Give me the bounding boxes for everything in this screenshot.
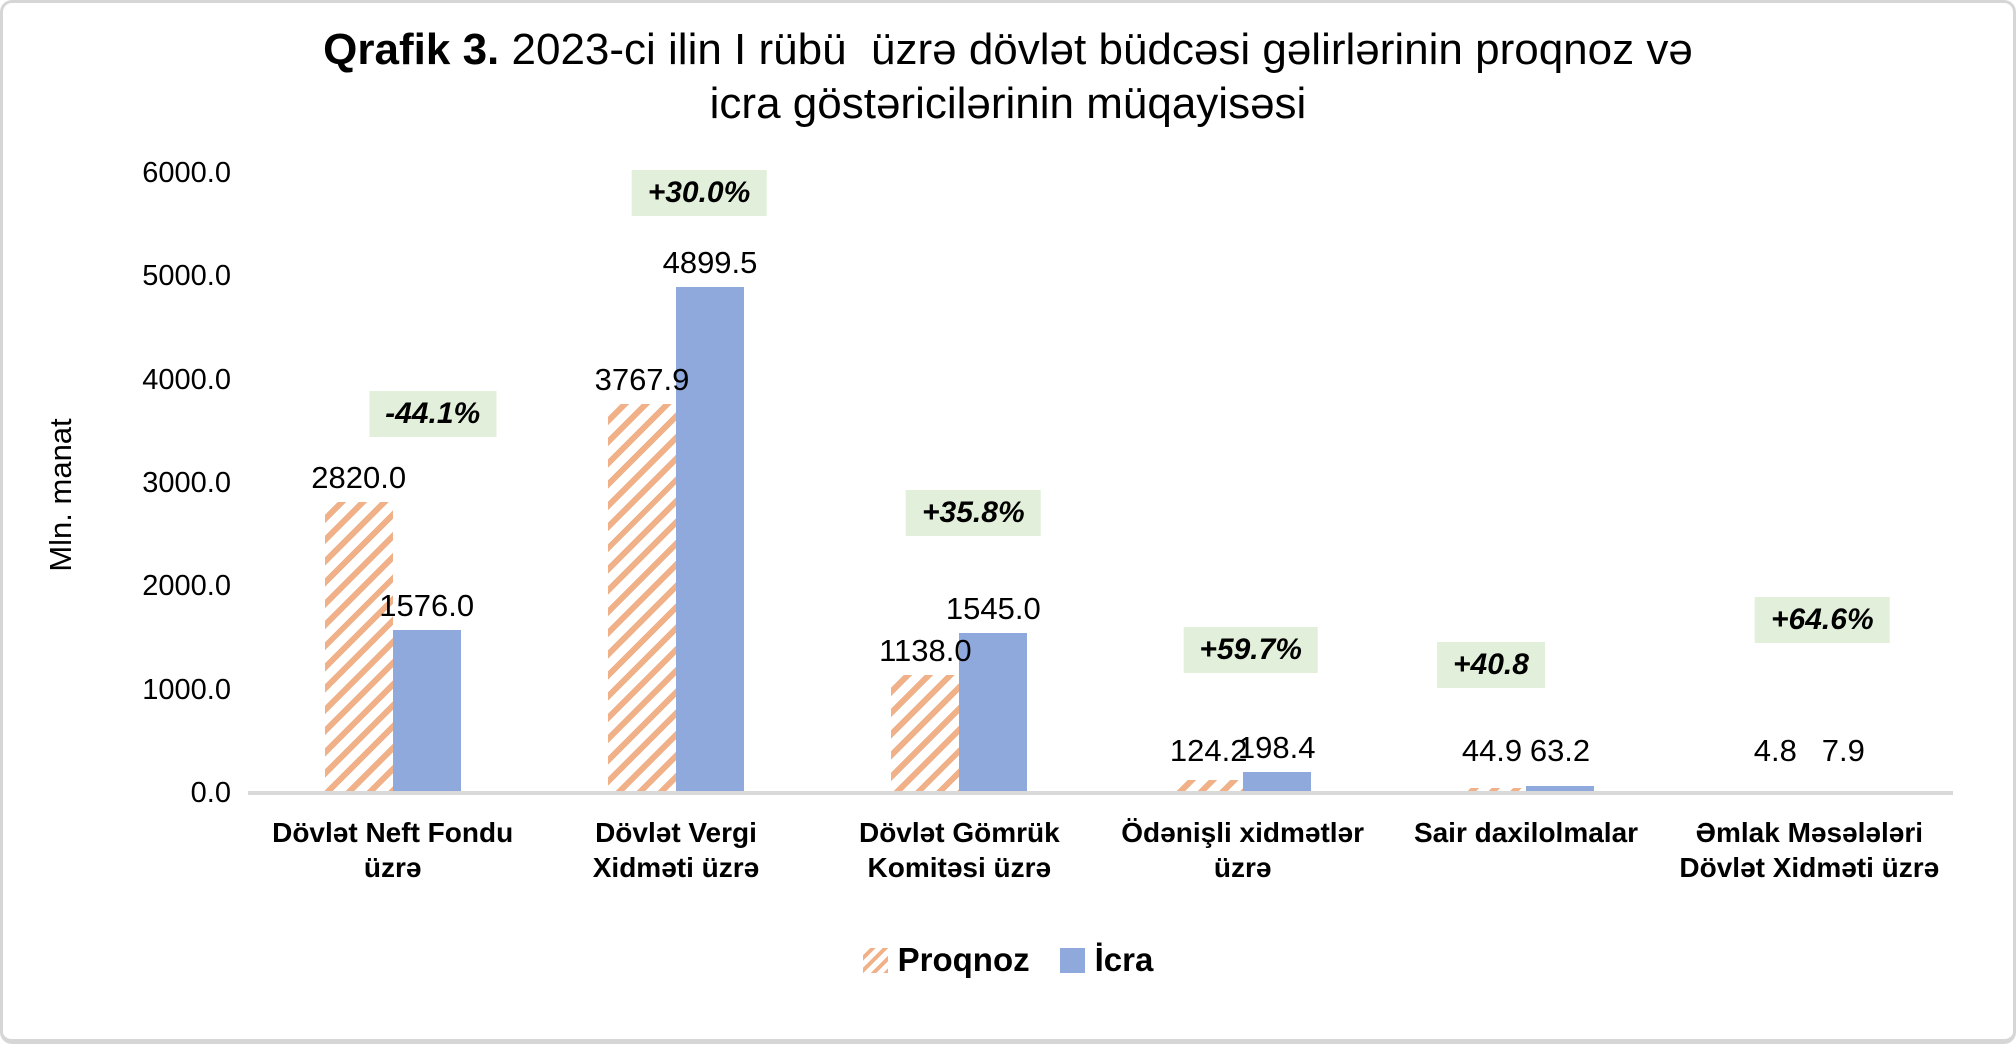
category-label: Sair daxilolmalar (1413, 817, 1639, 848)
change-badge: +59.7% (1183, 627, 1318, 674)
chart-title-prefix: Qrafik 3. (323, 25, 500, 74)
chart-title-line1: 2023-ci ilin I rübü üzrə dövlət büdcəsi … (511, 25, 1693, 74)
change-badge: -44.1% (369, 390, 497, 437)
chart-title-line2: icra göstəricilərinin müqayisəsi (709, 79, 1307, 128)
proqnoz-bar (1174, 780, 1243, 793)
proqnoz-value-label: 124.2 (1169, 733, 1248, 768)
proqnoz-bar (608, 403, 676, 793)
legend: Proqnoz İcra (3, 941, 2013, 979)
category-label: Dövlət Gömrük Komitəsi üzrə (858, 817, 1060, 883)
category-label: Ödənişli xidmətlər üzrə (1121, 817, 1365, 883)
y-axis-tick-label: 5000.0 (142, 260, 231, 293)
proqnoz-value-label: 44.9 (1461, 733, 1523, 768)
category-label: Dövlət Vergi Xidməti üzrə (592, 817, 760, 883)
proqnoz-bar (324, 501, 393, 793)
chart-title: Qrafik 3. 2023-ci ilin I rübü üzrə dövlə… (3, 23, 2013, 131)
proqnoz-bar (1458, 788, 1526, 793)
proqnoz-value-label: 2820.0 (311, 459, 407, 495)
icra-value-label: 1576.0 (379, 588, 475, 624)
y-axis-tick-label: 4000.0 (142, 363, 231, 396)
proqnoz-value-label: 3767.9 (594, 361, 690, 397)
icra-bar (676, 286, 744, 793)
legend-label-proqnoz: Proqnoz (897, 941, 1030, 978)
legend-label-icra: İcra (1094, 941, 1154, 978)
y-axis-tick-label: 0.0 (190, 777, 231, 809)
icra-bar (1242, 772, 1311, 793)
change-badge: +40.8 (1437, 641, 1545, 688)
icra-solid-swatch-icon (1059, 947, 1085, 973)
proqnoz-value-label: 4.8 (1753, 733, 1797, 768)
icra-value-label: 4899.5 (662, 244, 758, 280)
change-badge: +35.8% (906, 489, 1041, 536)
icra-value-label: 198.4 (1237, 730, 1316, 766)
proqnoz-bar (891, 675, 960, 793)
x-axis-line (248, 791, 1953, 795)
proqnoz-value-label: 1138.0 (879, 633, 972, 669)
icra-bar (959, 633, 1028, 793)
legend-item-proqnoz: Proqnoz (862, 941, 1030, 979)
icra-value-label: 63.2 (1529, 733, 1591, 768)
change-badge: +64.6% (1755, 597, 1890, 644)
change-badge: +30.0% (631, 170, 767, 217)
proqnoz-hatch-swatch-icon (862, 947, 888, 973)
y-axis-tick-label: 3000.0 (142, 467, 231, 499)
y-axis-tick-label: 1000.0 (142, 673, 231, 706)
legend-item-icra: İcra (1059, 941, 1154, 979)
category-label: Əmlak Məsələləri Dövlət Xidməti üzrə (1679, 817, 1940, 883)
icra-value-label: 1545.0 (945, 591, 1041, 627)
y-axis-tick-label: 6000.0 (142, 157, 231, 189)
category-label: Dövlət Neft Fondu üzrə (272, 817, 514, 883)
icra-bar (392, 630, 461, 793)
icra-value-label: 7.9 (1821, 733, 1865, 768)
y-axis-tick-label: 2000.0 (142, 570, 231, 603)
icra-bar (1526, 786, 1594, 793)
